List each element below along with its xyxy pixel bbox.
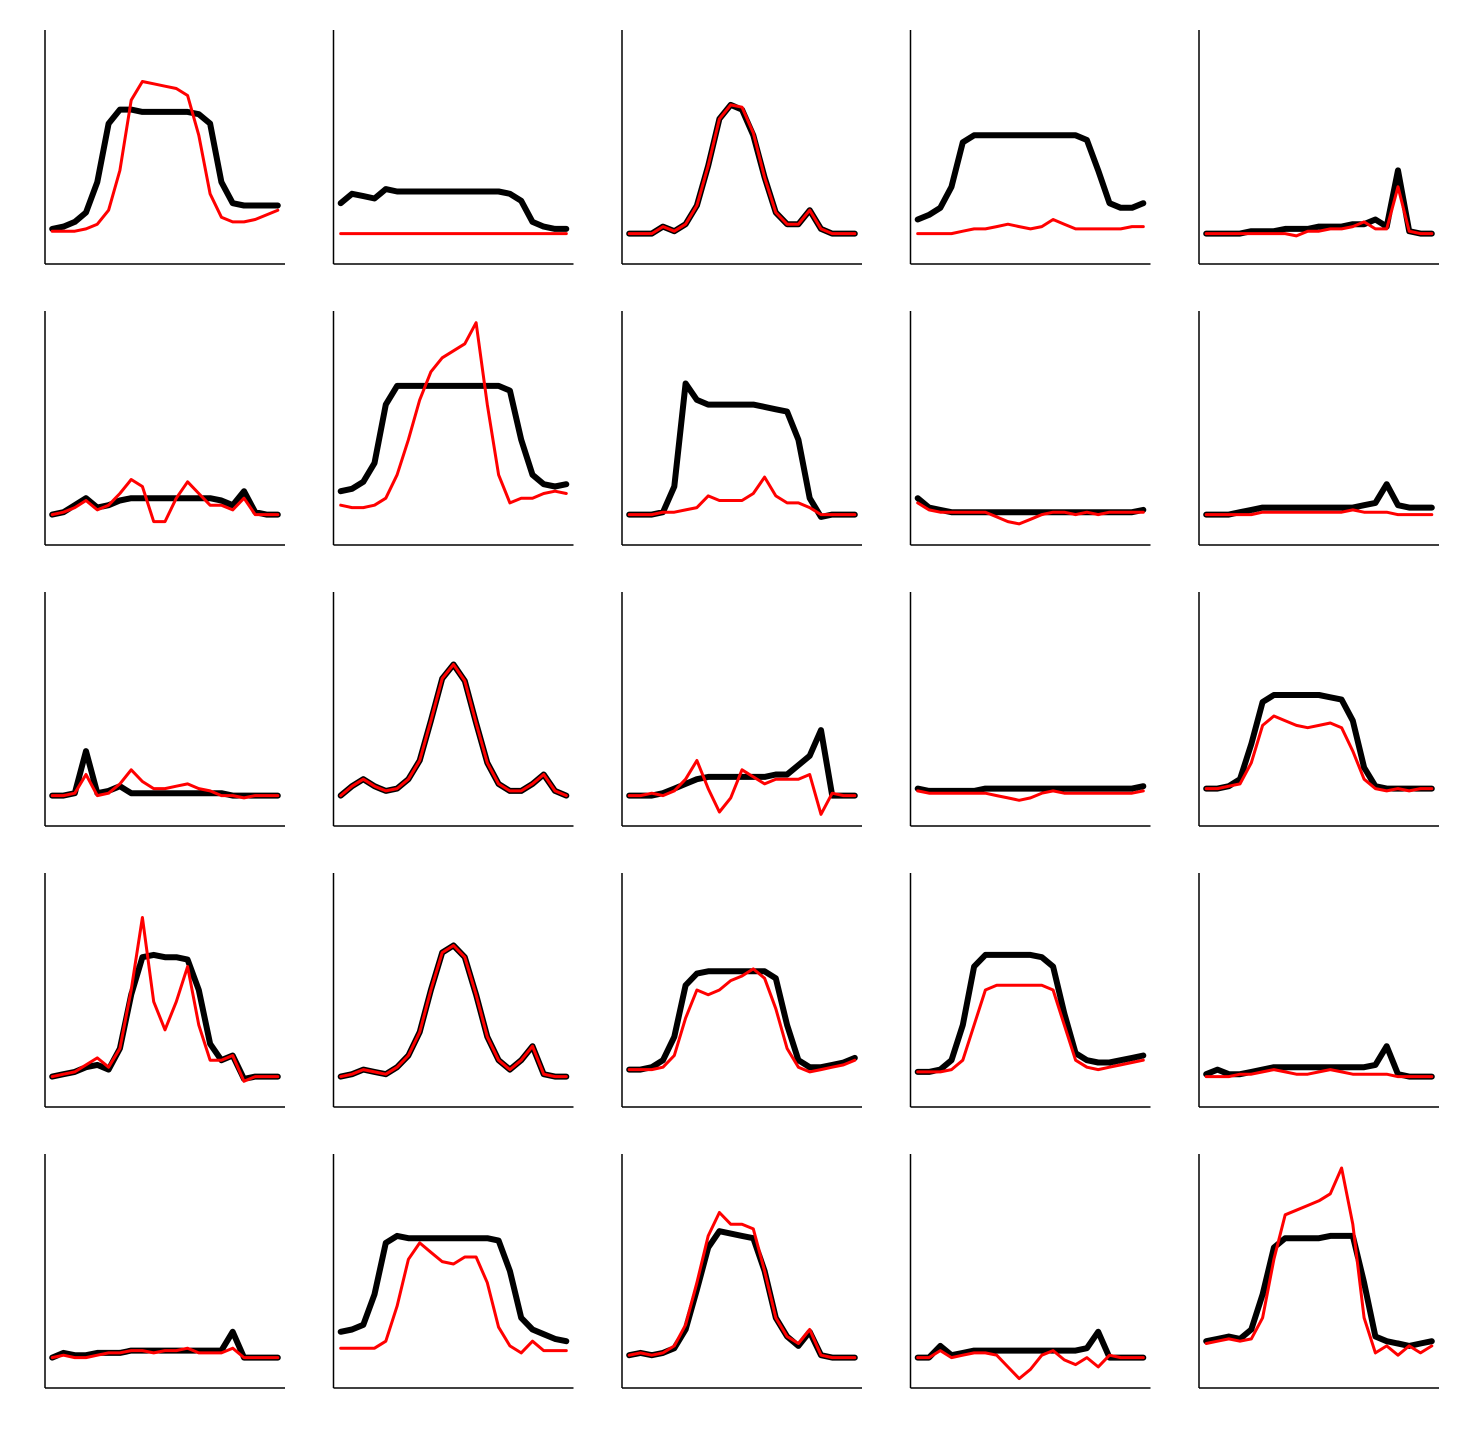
series-line [337,661,570,799]
series-line [49,488,281,518]
series-line [916,789,1145,802]
series-line [1204,1068,1434,1079]
series-line [914,951,1147,1075]
series-line [337,382,570,495]
series-line [339,663,568,798]
series-line [337,186,570,232]
series-line [914,132,1147,223]
series-line [914,1328,1147,1361]
series-line [626,380,858,520]
series-line [49,1328,281,1361]
series-line [1203,481,1435,518]
series-line [1204,714,1434,793]
series-line [50,478,280,524]
series-line [916,501,1145,526]
series-line [49,106,281,232]
series-line [339,321,568,510]
series-line [627,1211,857,1360]
series-line [50,80,280,233]
series-line [627,967,857,1074]
series-line [1204,185,1434,238]
series-line [627,103,857,236]
series-line [1204,1166,1434,1357]
series-line [626,727,858,799]
series-line [626,101,858,237]
series-line [1203,167,1435,237]
series-line [50,768,280,800]
series-line [339,1241,568,1355]
series-line [914,495,1147,516]
series-line [627,475,857,517]
series-line [916,218,1145,236]
series-line [627,759,857,816]
series-line [1203,1232,1435,1349]
series-line [49,748,281,799]
series-line [916,983,1145,1074]
series-line [626,968,858,1073]
series-line [339,944,568,1079]
series-line [50,1346,280,1360]
series-line [1204,508,1434,517]
series-line [916,1349,1145,1381]
series-line [49,951,281,1082]
series-line [50,916,280,1083]
series-line [914,783,1147,794]
series-line [626,1228,858,1361]
series-line [1203,692,1435,792]
series-line [337,942,570,1080]
series-line [337,1232,570,1345]
